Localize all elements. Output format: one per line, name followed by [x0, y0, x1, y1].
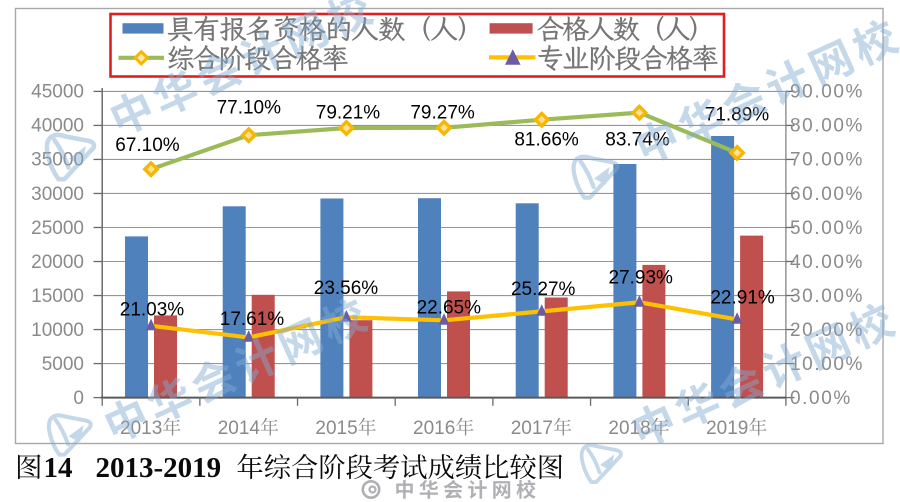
svg-text:80.00%: 80.00%: [790, 116, 864, 137]
svg-text:60.00%: 60.00%: [790, 184, 864, 205]
svg-text:40.00%: 40.00%: [790, 252, 864, 273]
svg-text:35000: 35000: [31, 150, 84, 171]
svg-text:17.61%: 17.61%: [220, 309, 285, 330]
svg-text:79.27%: 79.27%: [410, 103, 475, 124]
svg-text:0.00%: 0.00%: [790, 388, 852, 409]
svg-text:70.00%: 70.00%: [790, 150, 864, 171]
svg-text:2019: 2019: [706, 418, 748, 439]
svg-text:23.56%: 23.56%: [314, 278, 379, 299]
svg-text:40000: 40000: [31, 116, 84, 137]
svg-text:79.21%: 79.21%: [316, 103, 381, 124]
svg-text:2013-2019: 2013-2019: [96, 452, 222, 484]
svg-text:67.10%: 67.10%: [115, 135, 180, 156]
svg-text:45000: 45000: [31, 82, 84, 103]
svg-text:25.27%: 25.27%: [511, 279, 576, 300]
svg-text:30.00%: 30.00%: [790, 286, 864, 307]
svg-text:15000: 15000: [31, 286, 84, 307]
svg-text:27.93%: 27.93%: [608, 268, 673, 289]
svg-text:30000: 30000: [31, 184, 84, 205]
svg-text:22.65%: 22.65%: [417, 298, 482, 319]
svg-text:81.66%: 81.66%: [514, 129, 579, 150]
svg-text:77.10%: 77.10%: [217, 98, 282, 119]
svg-text:90.00%: 90.00%: [790, 82, 864, 103]
svg-text:22.91%: 22.91%: [710, 288, 775, 309]
svg-text:2017: 2017: [511, 418, 553, 439]
svg-text:50.00%: 50.00%: [790, 218, 864, 239]
svg-text:2015: 2015: [315, 418, 357, 439]
svg-text:0: 0: [73, 388, 84, 409]
svg-text:21.03%: 21.03%: [120, 300, 185, 321]
svg-text:2014: 2014: [218, 418, 261, 439]
svg-text:20000: 20000: [31, 252, 84, 273]
svg-text:2016: 2016: [413, 418, 455, 439]
svg-text:10000: 10000: [31, 320, 84, 341]
svg-text:25000: 25000: [31, 218, 84, 239]
svg-text:10.00%: 10.00%: [790, 354, 864, 375]
svg-text:14: 14: [44, 452, 73, 484]
svg-text:5000: 5000: [42, 354, 84, 375]
